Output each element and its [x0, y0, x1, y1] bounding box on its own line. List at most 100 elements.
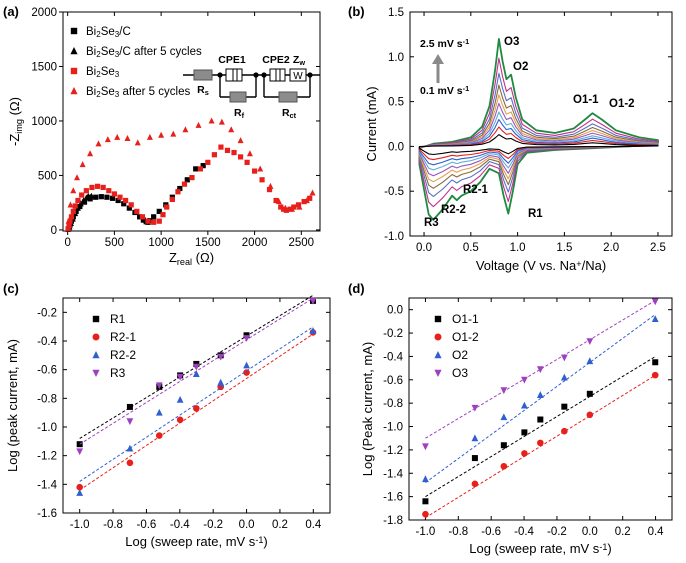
y-tick-label: -0.8	[37, 393, 57, 405]
panel-d-series	[422, 298, 659, 519]
cv-curve	[418, 38, 659, 221]
point-bi2se3	[160, 212, 166, 218]
legend-marker	[434, 351, 442, 359]
plot-frame	[409, 11, 673, 237]
legend-label-part: Bi	[86, 66, 96, 78]
data-point	[422, 443, 429, 451]
point-bi2se3	[72, 203, 78, 209]
legend-marker	[92, 315, 100, 323]
point-bi2se3	[278, 204, 284, 210]
y-tick-label: 0.0	[387, 305, 403, 317]
point-bi2se3-cycled	[296, 203, 303, 210]
data-point	[521, 429, 528, 436]
point-bi2se3	[145, 218, 151, 224]
legend-label: R1	[110, 312, 126, 326]
legend-label-part: Se	[101, 26, 115, 38]
peak-label-o1-2: O1-2	[609, 98, 635, 110]
data-point	[422, 498, 429, 505]
point-bi2se3	[123, 197, 129, 204]
point-bi2se3-cycled	[158, 131, 165, 138]
cv-curve	[418, 134, 659, 156]
cpe1-element	[225, 68, 243, 82]
point-bi2se3-cycled	[87, 150, 94, 157]
x-tick-label: 1500	[195, 237, 221, 249]
data-point	[176, 416, 184, 424]
point-bi2se3c	[177, 185, 183, 192]
data-point	[243, 335, 250, 342]
data-point	[560, 354, 568, 362]
rate-label-high: 2.5 mV s-1	[420, 37, 469, 50]
y-tick-label: 1000	[31, 116, 57, 128]
x-axis-title: Zreal (Ω)	[169, 250, 214, 267]
legend-label: Bi2Se3 after 5 cycles	[86, 86, 190, 99]
data-point	[652, 359, 659, 366]
data-point	[76, 489, 84, 496]
point-bi2se3-cycled	[303, 197, 310, 204]
x-tick-label: -1.0	[70, 519, 90, 531]
data-point	[243, 361, 250, 369]
y-tick-label: 0.5	[388, 97, 404, 109]
data-point	[193, 405, 200, 412]
point-bi2se3c	[104, 194, 110, 200]
point-bi2se3	[68, 214, 75, 220]
y-tick-label: -1.6	[37, 508, 57, 520]
rate-label-low-part: -1	[463, 84, 470, 93]
x-tick-label: -0.6	[137, 519, 157, 531]
x-tick-label: -0.4	[170, 519, 190, 531]
data-point	[217, 378, 225, 386]
rf-label-part: R	[234, 107, 242, 119]
panel-c-axes: -1.0 -0.8 -0.6 -0.4 -0.2 0.0 0.2 0.4 -1.6 -1.4 -1.…	[37, 297, 331, 531]
point-bi2se3	[94, 183, 101, 189]
data-point	[243, 369, 250, 376]
x-axis-title: Voltage (V vs. Na+/Na)	[476, 258, 606, 273]
x-axis-title-part: (Ω)	[192, 250, 214, 265]
x-tick-label: -0.2	[203, 519, 223, 531]
point-bi2se3-cycled	[79, 161, 86, 168]
x-tick-label: 1.0	[510, 242, 526, 254]
panel-c-series	[76, 294, 317, 496]
point-bi2se3c	[140, 217, 146, 223]
x-axis-title-part: Voltage (V vs. Na	[476, 258, 577, 273]
legend-label: O3	[452, 366, 468, 380]
cv-curve	[418, 84, 659, 189]
x-axis-title-part: -1	[255, 535, 263, 545]
rs-label-part: R	[197, 84, 205, 96]
legend-label: R2-2	[110, 348, 136, 362]
cpe2-element	[269, 68, 286, 82]
point-bi2se3-cycled	[246, 150, 253, 157]
legend-label-part: 2	[96, 50, 101, 59]
data-point	[155, 382, 163, 390]
legend-label: O2	[452, 348, 468, 362]
y-axis-title: -Zimg (Ω)	[7, 97, 24, 146]
point-bi2se3	[151, 219, 157, 225]
x-tick-label: 1.5	[556, 242, 572, 254]
y-tick-label: -0.6	[383, 375, 403, 387]
data-point	[651, 298, 659, 306]
panel-label-a: (a)	[3, 4, 19, 19]
legend-marker	[92, 369, 100, 377]
point-bi2se3	[70, 208, 76, 214]
point-bi2se3	[106, 188, 112, 194]
y-axis-title-part: img	[14, 119, 24, 134]
legend-label-part: Se	[101, 86, 115, 98]
y-tick-label: -1.2	[383, 445, 403, 457]
point-bi2se3-cycled	[70, 187, 77, 194]
x-axis-title-part: )	[263, 534, 267, 549]
panel-label-d: (d)	[348, 281, 365, 296]
point-bi2se3c	[98, 194, 104, 200]
data-point	[536, 391, 544, 398]
point-bi2se3	[287, 206, 293, 212]
legend-label: R2-1	[110, 330, 136, 344]
point-bi2se3	[224, 147, 231, 153]
legend-marker	[92, 351, 100, 359]
point-bi2se3c	[200, 163, 206, 169]
x-tick-label: -1.0	[416, 526, 436, 538]
x-tick-label: -0.6	[481, 526, 501, 538]
y-tick-label: -0.6	[37, 365, 57, 377]
point-bi2se3-cycled	[114, 133, 121, 140]
point-bi2se3c	[77, 203, 83, 210]
data-point	[217, 353, 225, 361]
data-point	[176, 373, 184, 381]
x-tick-label: 500	[105, 237, 124, 249]
